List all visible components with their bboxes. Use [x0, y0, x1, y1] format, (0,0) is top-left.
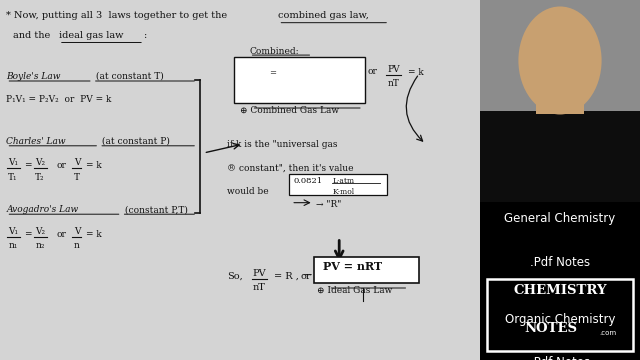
Text: Combined:: Combined: [250, 47, 300, 56]
Text: NOTES: NOTES [524, 322, 577, 335]
Text: = k: = k [86, 230, 102, 239]
Text: V₂: V₂ [35, 227, 45, 236]
Text: V: V [74, 227, 80, 236]
Text: combined gas law,: combined gas law, [278, 11, 369, 20]
FancyBboxPatch shape [314, 257, 419, 283]
Text: = k: = k [86, 161, 102, 170]
Bar [480, 0, 640, 202]
Text: ideal gas law: ideal gas law [59, 31, 124, 40]
Bar [536, 93, 584, 114]
Text: (at constant T): (at constant T) [93, 72, 164, 81]
Text: ⊕ Combined Gas Law: ⊕ Combined Gas Law [240, 106, 339, 115]
Text: ® constant", then it's value: ® constant", then it's value [227, 164, 354, 173]
Bar [480, 202, 640, 360]
Text: L·atm: L·atm [332, 177, 355, 185]
Text: Organic Chemistry: Organic Chemistry [505, 313, 615, 326]
Text: V₁: V₁ [8, 227, 19, 236]
Text: =: = [24, 230, 32, 239]
Text: and the: and the [13, 31, 53, 40]
Text: T₂: T₂ [35, 173, 45, 182]
Ellipse shape [518, 6, 602, 114]
Text: Avogadro's Law: Avogadro's Law [6, 205, 79, 214]
Text: if k is the "universal gas: if k is the "universal gas [227, 140, 338, 149]
Text: .Pdf Notes: .Pdf Notes [530, 356, 590, 360]
Text: → "R": → "R" [316, 200, 342, 209]
Text: V: V [74, 158, 80, 167]
Text: T: T [74, 173, 79, 182]
Text: (constant P,T): (constant P,T) [122, 205, 188, 214]
Bar [480, 111, 640, 202]
Text: =: = [269, 69, 276, 77]
Text: K·mol: K·mol [332, 188, 355, 196]
Text: nT: nT [253, 283, 266, 292]
Text: Charles' Law: Charles' Law [6, 137, 66, 146]
Text: T₁: T₁ [8, 173, 18, 182]
Text: So,: So, [227, 272, 243, 281]
Text: PV: PV [387, 65, 400, 74]
Text: n₂T₂: n₂T₂ [278, 79, 296, 87]
Text: or: or [56, 230, 66, 239]
Text: = R ,: = R , [274, 272, 299, 281]
FancyBboxPatch shape [234, 57, 365, 103]
Text: ⊕ Ideal Gas Law: ⊕ Ideal Gas Law [317, 286, 392, 295]
Text: n₁: n₁ [8, 241, 18, 250]
Text: or: or [56, 161, 66, 170]
Text: CHEMISTRY: CHEMISTRY [513, 284, 607, 297]
Text: =: = [24, 161, 32, 170]
Text: .com: .com [600, 330, 616, 336]
Text: or: or [301, 272, 312, 281]
Text: :: : [144, 31, 147, 40]
Text: V₁: V₁ [8, 158, 19, 167]
Text: nT: nT [387, 79, 399, 88]
Text: P₁V₁ = P₂V₂  or  PV = k: P₁V₁ = P₂V₂ or PV = k [6, 95, 112, 104]
Text: n₁T₁: n₁T₁ [243, 79, 260, 87]
Text: would be: would be [227, 187, 269, 196]
Text: 0.0821: 0.0821 [294, 177, 323, 185]
Text: P₁V₁: P₁V₁ [243, 65, 261, 73]
Text: V₂: V₂ [35, 158, 45, 167]
Text: P₂V₂: P₂V₂ [278, 65, 296, 73]
Text: General Chemistry: General Chemistry [504, 212, 616, 225]
Text: or: or [368, 67, 378, 76]
FancyBboxPatch shape [487, 279, 633, 351]
Text: * Now, putting all 3  laws together to get the: * Now, putting all 3 laws together to ge… [6, 11, 230, 20]
Text: (at constant P): (at constant P) [99, 137, 170, 146]
Text: PV: PV [253, 269, 266, 278]
FancyBboxPatch shape [289, 174, 387, 195]
Text: = k: = k [408, 68, 424, 77]
Text: Boyle's Law: Boyle's Law [6, 72, 61, 81]
Text: n: n [74, 241, 79, 250]
Text: n₂: n₂ [35, 241, 45, 250]
Text: .Pdf Notes: .Pdf Notes [530, 256, 590, 269]
Text: PV = nRT: PV = nRT [323, 261, 382, 273]
